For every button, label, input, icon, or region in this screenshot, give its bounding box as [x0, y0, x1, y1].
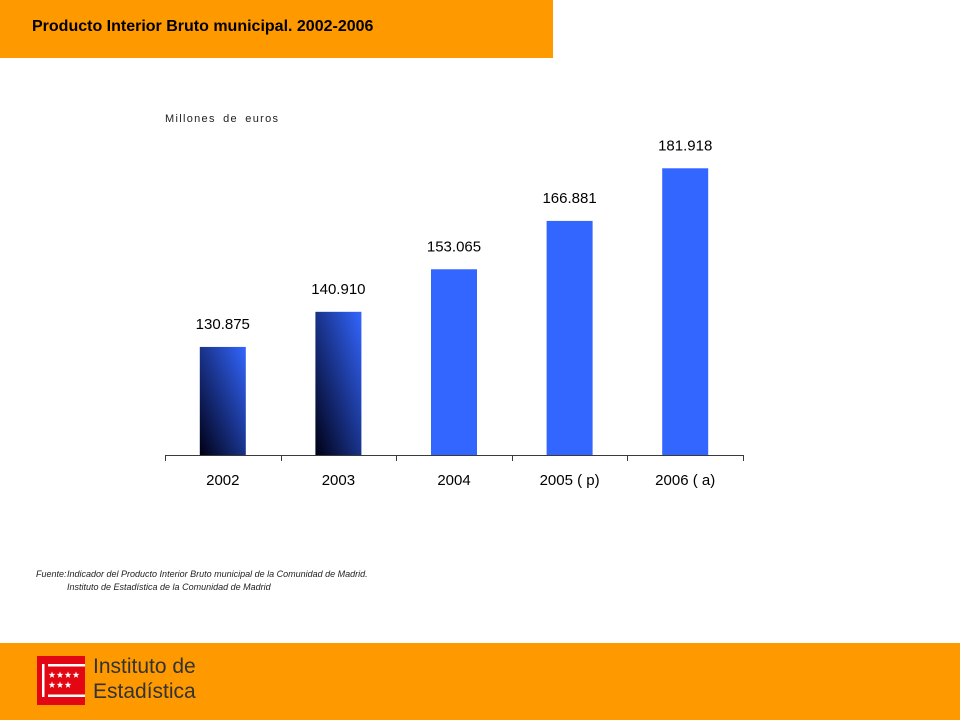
bar-2004: [431, 269, 477, 455]
value-label-2005-p: 166.881: [542, 190, 596, 207]
logo-e-bottom-bar: [48, 694, 85, 697]
x-tick-label-2006-a: 2006 ( a): [655, 472, 715, 489]
source-line-1: Indicador del Producto Interior Bruto mu…: [67, 569, 368, 579]
page-title: Producto Interior Bruto municipal. 2002-…: [32, 18, 374, 35]
bar-2005-p: [546, 220, 593, 455]
logo-text-line-1: Instituto de: [93, 655, 196, 678]
x-tick-label-2003: 2003: [322, 472, 355, 489]
logo-i-bar: [42, 664, 45, 697]
source-prefix: Fuente:: [36, 569, 67, 579]
x-tick-label-2004: 2004: [437, 472, 470, 489]
value-label-2004: 153.065: [427, 238, 481, 255]
bar-chart: 130.875 2002 140.910 2003 153.065 2004 166.881…: [165, 137, 744, 489]
value-label-2006-a: 181.918: [658, 137, 712, 154]
header-band: Producto Interior Bruto municipal. 2002-…: [0, 0, 553, 58]
value-label-2002: 130.875: [196, 316, 250, 333]
logo-text-line-2: Estadística: [93, 680, 196, 703]
footer-band: Instituto de Estadística: [0, 643, 960, 720]
y-axis-unit-label: Millones de euros: [165, 113, 280, 125]
madrid-stars-logo-icon: [37, 656, 85, 705]
bar-2006-a: [662, 168, 709, 456]
source-line-2: Instituto de Estadística de la Comunidad…: [67, 582, 271, 592]
bar-2002: [199, 346, 246, 455]
source-note: Fuente:Indicador del Producto Interior B…: [36, 568, 368, 594]
x-tick-label-2002: 2002: [206, 472, 239, 489]
bar-2003: [315, 311, 362, 455]
source-line-1-row: Fuente:Indicador del Producto Interior B…: [36, 568, 368, 581]
x-tick-label-2005-p: 2005 ( p): [540, 472, 600, 489]
logo-wordmark: Instituto de Estadística: [93, 654, 196, 704]
value-label-2003: 140.910: [311, 281, 365, 298]
logo-e-top-bar: [48, 664, 85, 667]
